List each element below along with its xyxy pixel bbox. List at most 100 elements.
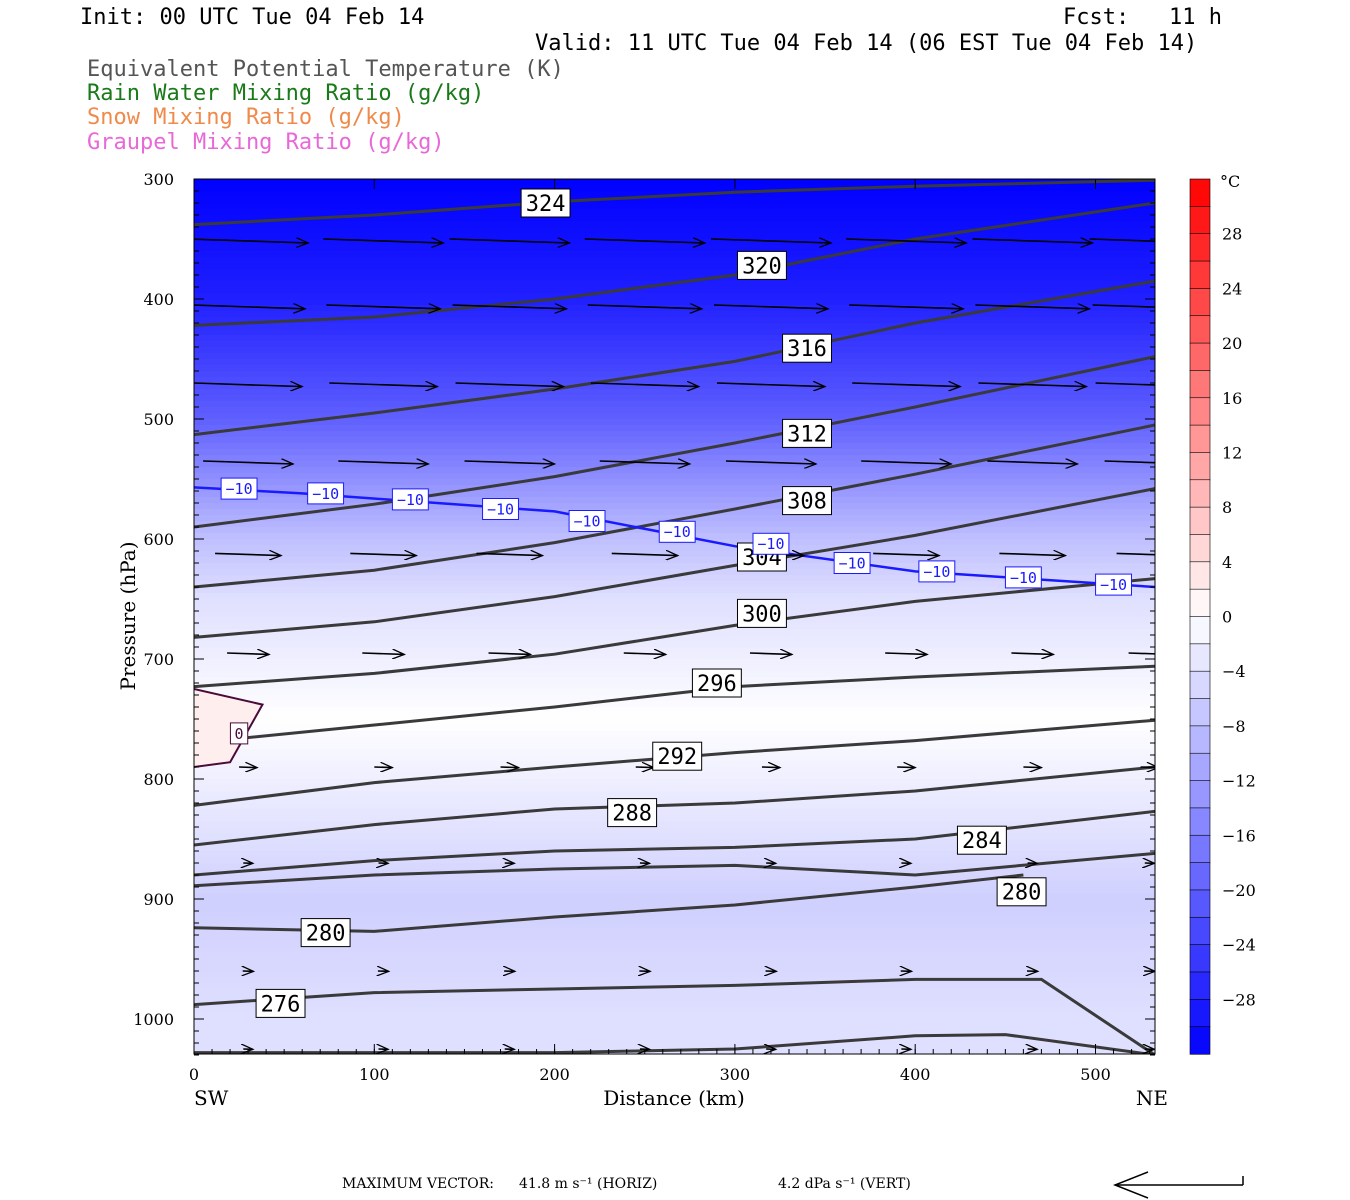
theta-e-contour	[194, 201, 1155, 327]
theta-e-label: 308	[787, 490, 827, 515]
colorbar-tick-label: 24	[1222, 279, 1242, 298]
colorbar-tick-label: −12	[1222, 772, 1256, 791]
temperature-band	[194, 185, 1155, 192]
colorbar-tick-label: 28	[1222, 225, 1242, 244]
colorbar-segment	[1189, 506, 1211, 536]
isotherm-minus10-label: −10	[757, 535, 784, 553]
temperature-band	[194, 917, 1155, 924]
wind-vector	[861, 461, 951, 464]
max-vector-arrow	[1112, 1171, 1244, 1199]
temperature-band	[194, 851, 1155, 858]
wind-vector	[1089, 238, 1155, 242]
temperature-band	[194, 341, 1155, 348]
temperature-band	[194, 257, 1155, 264]
temperature-band	[194, 1043, 1155, 1050]
temperature-band	[194, 509, 1155, 516]
temperature-band	[194, 659, 1155, 666]
temperature-band	[194, 977, 1155, 984]
temperature-band	[194, 503, 1155, 510]
colorbar-segment	[1189, 534, 1211, 563]
theta-e-label-box	[782, 418, 832, 448]
wind-vector	[716, 383, 825, 387]
wind-vector	[1140, 767, 1155, 768]
x-tick-label: 300	[720, 1065, 751, 1084]
wind-vector	[999, 553, 1065, 555]
theta-e-label-box	[652, 741, 703, 771]
isotherm-minus10-label-box	[391, 488, 429, 511]
isotherm-minus10-label: −10	[226, 480, 253, 498]
temperature-band	[194, 317, 1155, 324]
theta-e-label-box	[996, 877, 1047, 907]
temperature-band	[194, 893, 1155, 900]
colorbar-segment	[1189, 315, 1211, 344]
wind-vector	[455, 383, 564, 387]
temperature-band	[194, 1055, 1155, 1062]
theta-e-label: 276	[261, 992, 301, 1017]
theta-e-label-box	[691, 668, 742, 698]
valid-time: Valid: 11 UTC Tue 04 Feb 14 (06 EST Tue …	[535, 31, 1198, 56]
temperature-band	[194, 455, 1155, 462]
x-tick-label: 500	[1080, 1065, 1111, 1084]
temperature-band	[194, 611, 1155, 618]
temperature-band	[194, 635, 1155, 642]
wind-vector	[350, 553, 416, 555]
temperature-band	[194, 971, 1155, 978]
temperature-band	[194, 887, 1155, 894]
wind-vector	[449, 239, 570, 243]
temperature-band	[194, 677, 1155, 684]
colorbar-tick-label: 4	[1222, 553, 1232, 572]
temperature-band	[194, 437, 1155, 444]
colorbar-segment	[1189, 479, 1211, 508]
temperature-band	[194, 407, 1155, 414]
wind-vector	[761, 767, 780, 768]
left-end-label: SW	[194, 1086, 229, 1110]
wind-vector	[584, 239, 705, 243]
colorbar-segment	[1189, 944, 1211, 973]
wind-vector	[1011, 653, 1053, 654]
temperature-band	[194, 731, 1155, 738]
wind-vector	[846, 239, 966, 243]
wind-vector	[500, 767, 519, 768]
temperature-band	[194, 557, 1155, 564]
colorbar-tick-label: 16	[1222, 389, 1242, 408]
isotherm-minus10-label-box	[1095, 573, 1132, 596]
temperature-band	[194, 827, 1155, 834]
theta-e-label: 280	[306, 922, 346, 947]
temperature-band	[194, 881, 1155, 888]
theta-e-label: 292	[657, 745, 697, 770]
colorbar-segment	[1189, 588, 1211, 618]
temperature-band	[194, 221, 1155, 228]
temperature-band	[194, 953, 1155, 960]
temperature-band	[194, 179, 1155, 186]
temperature-band	[194, 575, 1155, 582]
theta-e-contour	[194, 279, 1155, 437]
isotherm-minus10-label-box	[220, 477, 258, 500]
temperature-band	[194, 269, 1155, 276]
wind-vector	[338, 461, 428, 464]
forecast-hour: Fcst: 11 h	[1063, 5, 1222, 30]
theta-e-label: 312	[787, 422, 827, 447]
colorbar-tick-label: −4	[1222, 662, 1246, 681]
temperature-band	[194, 701, 1155, 708]
wind-vector	[323, 239, 443, 243]
colorbar-tick-label: −8	[1222, 717, 1246, 736]
colorbar-segment	[1189, 971, 1211, 1000]
theta-e-contour	[194, 179, 1155, 227]
wind-vector	[710, 239, 831, 243]
temperature-band	[194, 779, 1155, 786]
wind-vector	[1116, 552, 1155, 556]
temperature-band	[194, 653, 1155, 660]
temperature-band	[194, 251, 1155, 258]
temperature-band	[194, 419, 1155, 426]
colorbar-tick-label: −20	[1222, 881, 1256, 900]
wind-vector	[587, 305, 702, 309]
field-graupel: Graupel Mixing Ratio (g/kg)	[87, 130, 445, 155]
colorbar-segment	[1189, 452, 1211, 481]
temperature-band	[194, 833, 1155, 840]
isotherm-0-label-box	[229, 722, 249, 745]
wind-vector	[194, 383, 302, 387]
wind-vector	[488, 653, 531, 654]
temperature-band	[194, 449, 1155, 456]
temperature-band	[194, 347, 1155, 354]
colorbar-unit: °C	[1220, 172, 1240, 191]
